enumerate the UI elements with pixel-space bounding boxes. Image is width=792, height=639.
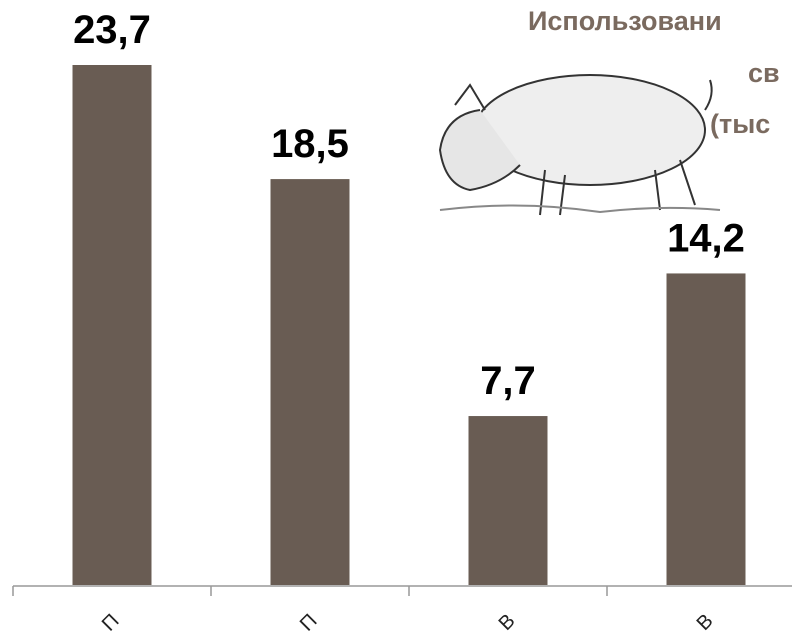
chart-title: Использовани <box>528 6 722 36</box>
bar <box>468 416 548 585</box>
value-label: 23,7 <box>73 8 151 52</box>
x-tick-label: П <box>98 610 124 636</box>
value-label: 18,5 <box>271 122 349 166</box>
x-tick-label: П <box>296 610 322 636</box>
x-tick-label: В <box>495 610 520 635</box>
value-label: 7,7 <box>480 359 536 403</box>
chart-title: (тыс <box>710 109 770 139</box>
bar <box>72 65 152 585</box>
pig-illustration <box>438 74 721 216</box>
value-label: 14,2 <box>667 216 745 260</box>
chart-title: св <box>748 58 780 88</box>
bar <box>270 179 350 585</box>
x-tick-label: В <box>693 610 718 635</box>
bar <box>666 273 746 585</box>
